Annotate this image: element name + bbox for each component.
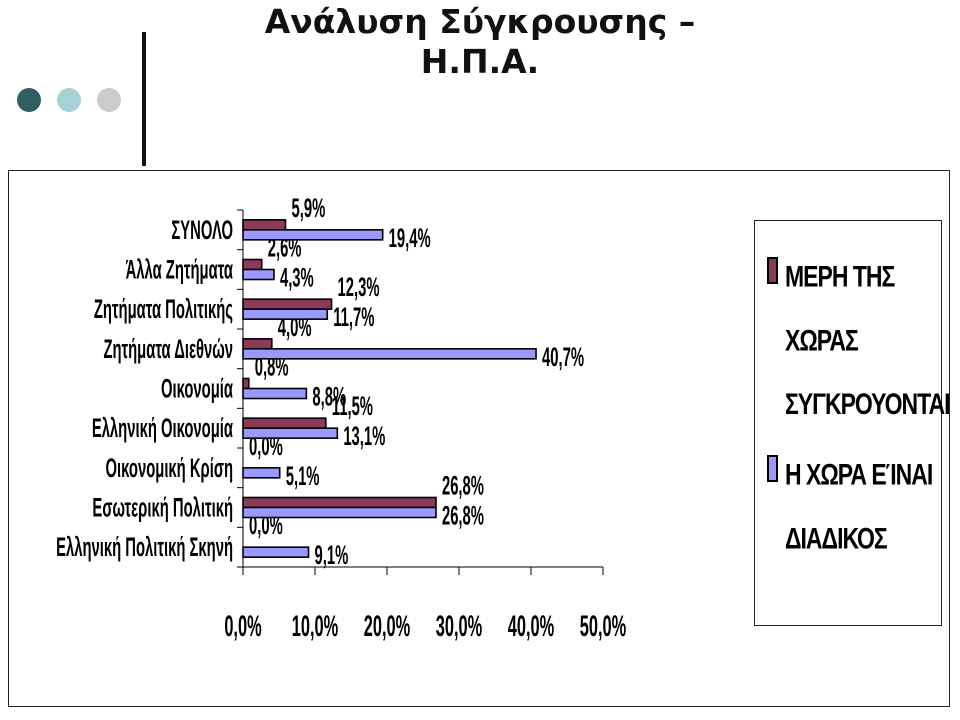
data-label: 4,3% — [280, 263, 314, 293]
bar-series-1 — [242, 377, 250, 390]
legend-label-line: ΔΙΑΔΙΚΟΣ — [785, 521, 888, 555]
chart-legend: ΜΕΡΗ ΤΗΣ ΧΩΡΑΣ ΣΥΓΚΡΟΥΟΝΤΑΙ Η ΧΩΡΑ ΕΊΝΑΙ… — [754, 220, 950, 626]
bar-series-2 — [242, 546, 310, 558]
x-tick-label: 0,0% — [224, 610, 261, 643]
legend-swatch-series-1 — [767, 257, 778, 284]
bar-series-2 — [242, 506, 437, 519]
legend-label-line: ΜΕΡΗ ΤΗΣ — [785, 259, 895, 294]
decorative-dot-grey — [97, 88, 121, 112]
data-label: 5,1% — [286, 461, 320, 491]
x-tick-label: 30,0% — [436, 610, 482, 643]
data-label: 26,8% — [442, 471, 484, 501]
decorative-dot-dark — [17, 88, 41, 112]
legend-label-series-2: Η ΧΩΡΑ ΕΊΝΑΙ ΔΙΑΔΙΚΟΣ — [785, 443, 950, 570]
data-label: 11,7% — [333, 303, 374, 333]
category-label: Ελληνική Οικονομία — [92, 414, 233, 444]
decorative-dot-light — [57, 88, 81, 112]
data-label: 5,9% — [291, 193, 325, 223]
legend-label-series-1: ΜΕΡΗ ΤΗΣ ΧΩΡΑΣ ΣΥΓΚΡΟΥΟΝΤΑΙ — [785, 245, 950, 436]
x-tick-label: 40,0% — [508, 610, 554, 643]
x-tick-label: 10,0% — [292, 610, 338, 643]
x-tick-label: 50,0% — [580, 610, 626, 643]
data-label: 13,1% — [343, 422, 385, 452]
bar-series-1 — [242, 496, 437, 509]
data-label: 11,5% — [332, 392, 373, 422]
category-label: Εσωτερική Πολιτική — [92, 493, 233, 523]
category-label: Ζητήματα Πολιτικής — [94, 295, 233, 325]
category-label: Ελληνική Πολιτική Σκηνή — [56, 533, 233, 563]
legend-label-line: ΧΩΡΑΣ — [785, 323, 859, 357]
data-label: 9,1% — [315, 541, 349, 571]
legend-swatch-series-2 — [767, 455, 778, 482]
legend-label-line: ΣΥΓΚΡΟΥΟΝΤΑΙ — [785, 386, 950, 421]
data-label: 12,3% — [338, 273, 380, 303]
data-label: 26,8% — [442, 501, 484, 531]
bar-series-2 — [242, 387, 308, 400]
category-label: Οικονομική Κρίση — [106, 453, 233, 483]
category-label: Άλλα Ζητήματα — [126, 255, 233, 285]
slide-title: Ανάλυση Σύγκρουσης – Η.Π.Α. — [230, 2, 730, 81]
bar-series-2 — [242, 268, 275, 281]
category-label: Ζητήματα Διεθνών — [103, 334, 233, 364]
bar-series-1 — [242, 298, 333, 310]
data-label: 19,4% — [389, 223, 431, 253]
category-label: ΣΥΝΟΛΟ — [171, 215, 233, 245]
bar-series-1 — [242, 258, 263, 271]
legend-label-line: Η ΧΩΡΑ ΕΊΝΑΙ — [785, 457, 933, 492]
bar-series-2 — [242, 427, 339, 439]
data-label: 40,7% — [542, 342, 584, 372]
bar-series-2 — [242, 308, 329, 320]
bar-series-2 — [242, 348, 537, 360]
bar-series-2 — [242, 467, 281, 479]
bar-series-1 — [242, 338, 273, 350]
x-tick-label: 20,0% — [364, 610, 410, 643]
bar-series-2 — [242, 229, 384, 241]
decorative-vertical-rule — [142, 32, 146, 166]
bar-series-1 — [242, 417, 327, 429]
bar-series-1 — [242, 219, 287, 231]
slide-title-line-1: Ανάλυση Σύγκρουσης – — [264, 2, 696, 41]
slide-title-line-2: Η.Π.Α. — [420, 41, 540, 81]
category-label: Οικονομία — [161, 374, 233, 404]
data-label: 8,8% — [312, 382, 346, 412]
